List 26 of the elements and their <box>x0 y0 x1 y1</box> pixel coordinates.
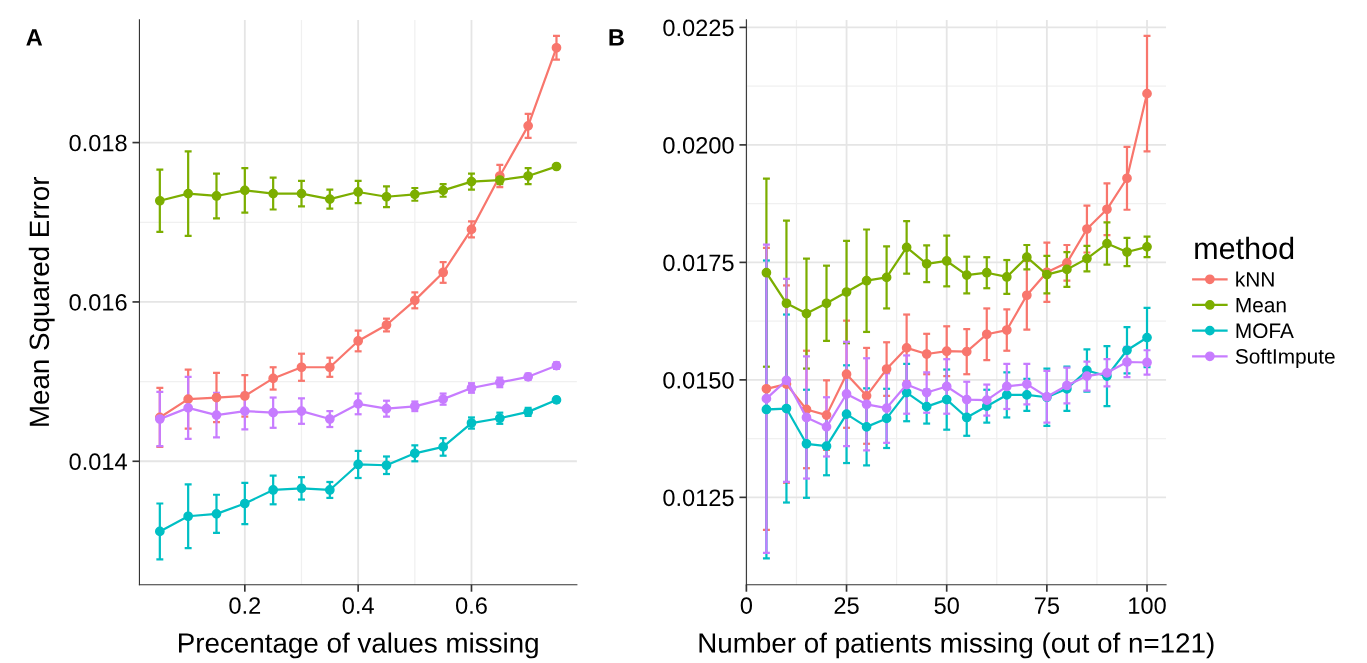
x-tick-label: 100 <box>1129 597 1166 614</box>
x-tick-label: 25 <box>834 597 859 614</box>
x-axis-title: Precentage of values missing <box>179 632 538 659</box>
x-tick-label: 0.2 <box>229 597 261 614</box>
y-tick-label: 0.0150 <box>663 371 734 389</box>
y-tick-label: 0.016 <box>69 294 127 311</box>
x-tick-label: 0.6 <box>455 597 487 614</box>
legend-label: MOFA <box>1236 323 1294 339</box>
y-tick-label: 0.014 <box>69 453 127 471</box>
legend-label: kNN <box>1236 271 1274 287</box>
y-tick-label: 0.0200 <box>663 136 734 154</box>
y-axis-title: Mean Squared Error <box>28 176 55 426</box>
y-tick-label: 0.0225 <box>663 19 734 37</box>
x-axis-title: Number of patients missing (out of n=121) <box>699 632 1214 659</box>
legend-title: method <box>1195 236 1294 260</box>
x-tick-label: 0 <box>740 597 753 614</box>
legend-label: SoftImpute <box>1235 348 1335 368</box>
x-tick-label: 50 <box>934 597 959 614</box>
y-tick-label: 0.0175 <box>663 254 734 272</box>
x-tick-label: 75 <box>1034 597 1059 614</box>
chart-title: A <box>26 29 43 46</box>
legend-label: Mean <box>1236 297 1286 313</box>
x-tick-label: 0.4 <box>342 597 374 614</box>
chart-title: B <box>609 29 624 46</box>
y-tick-label: 0.0125 <box>663 489 734 507</box>
y-tick-label: 0.018 <box>69 134 127 152</box>
